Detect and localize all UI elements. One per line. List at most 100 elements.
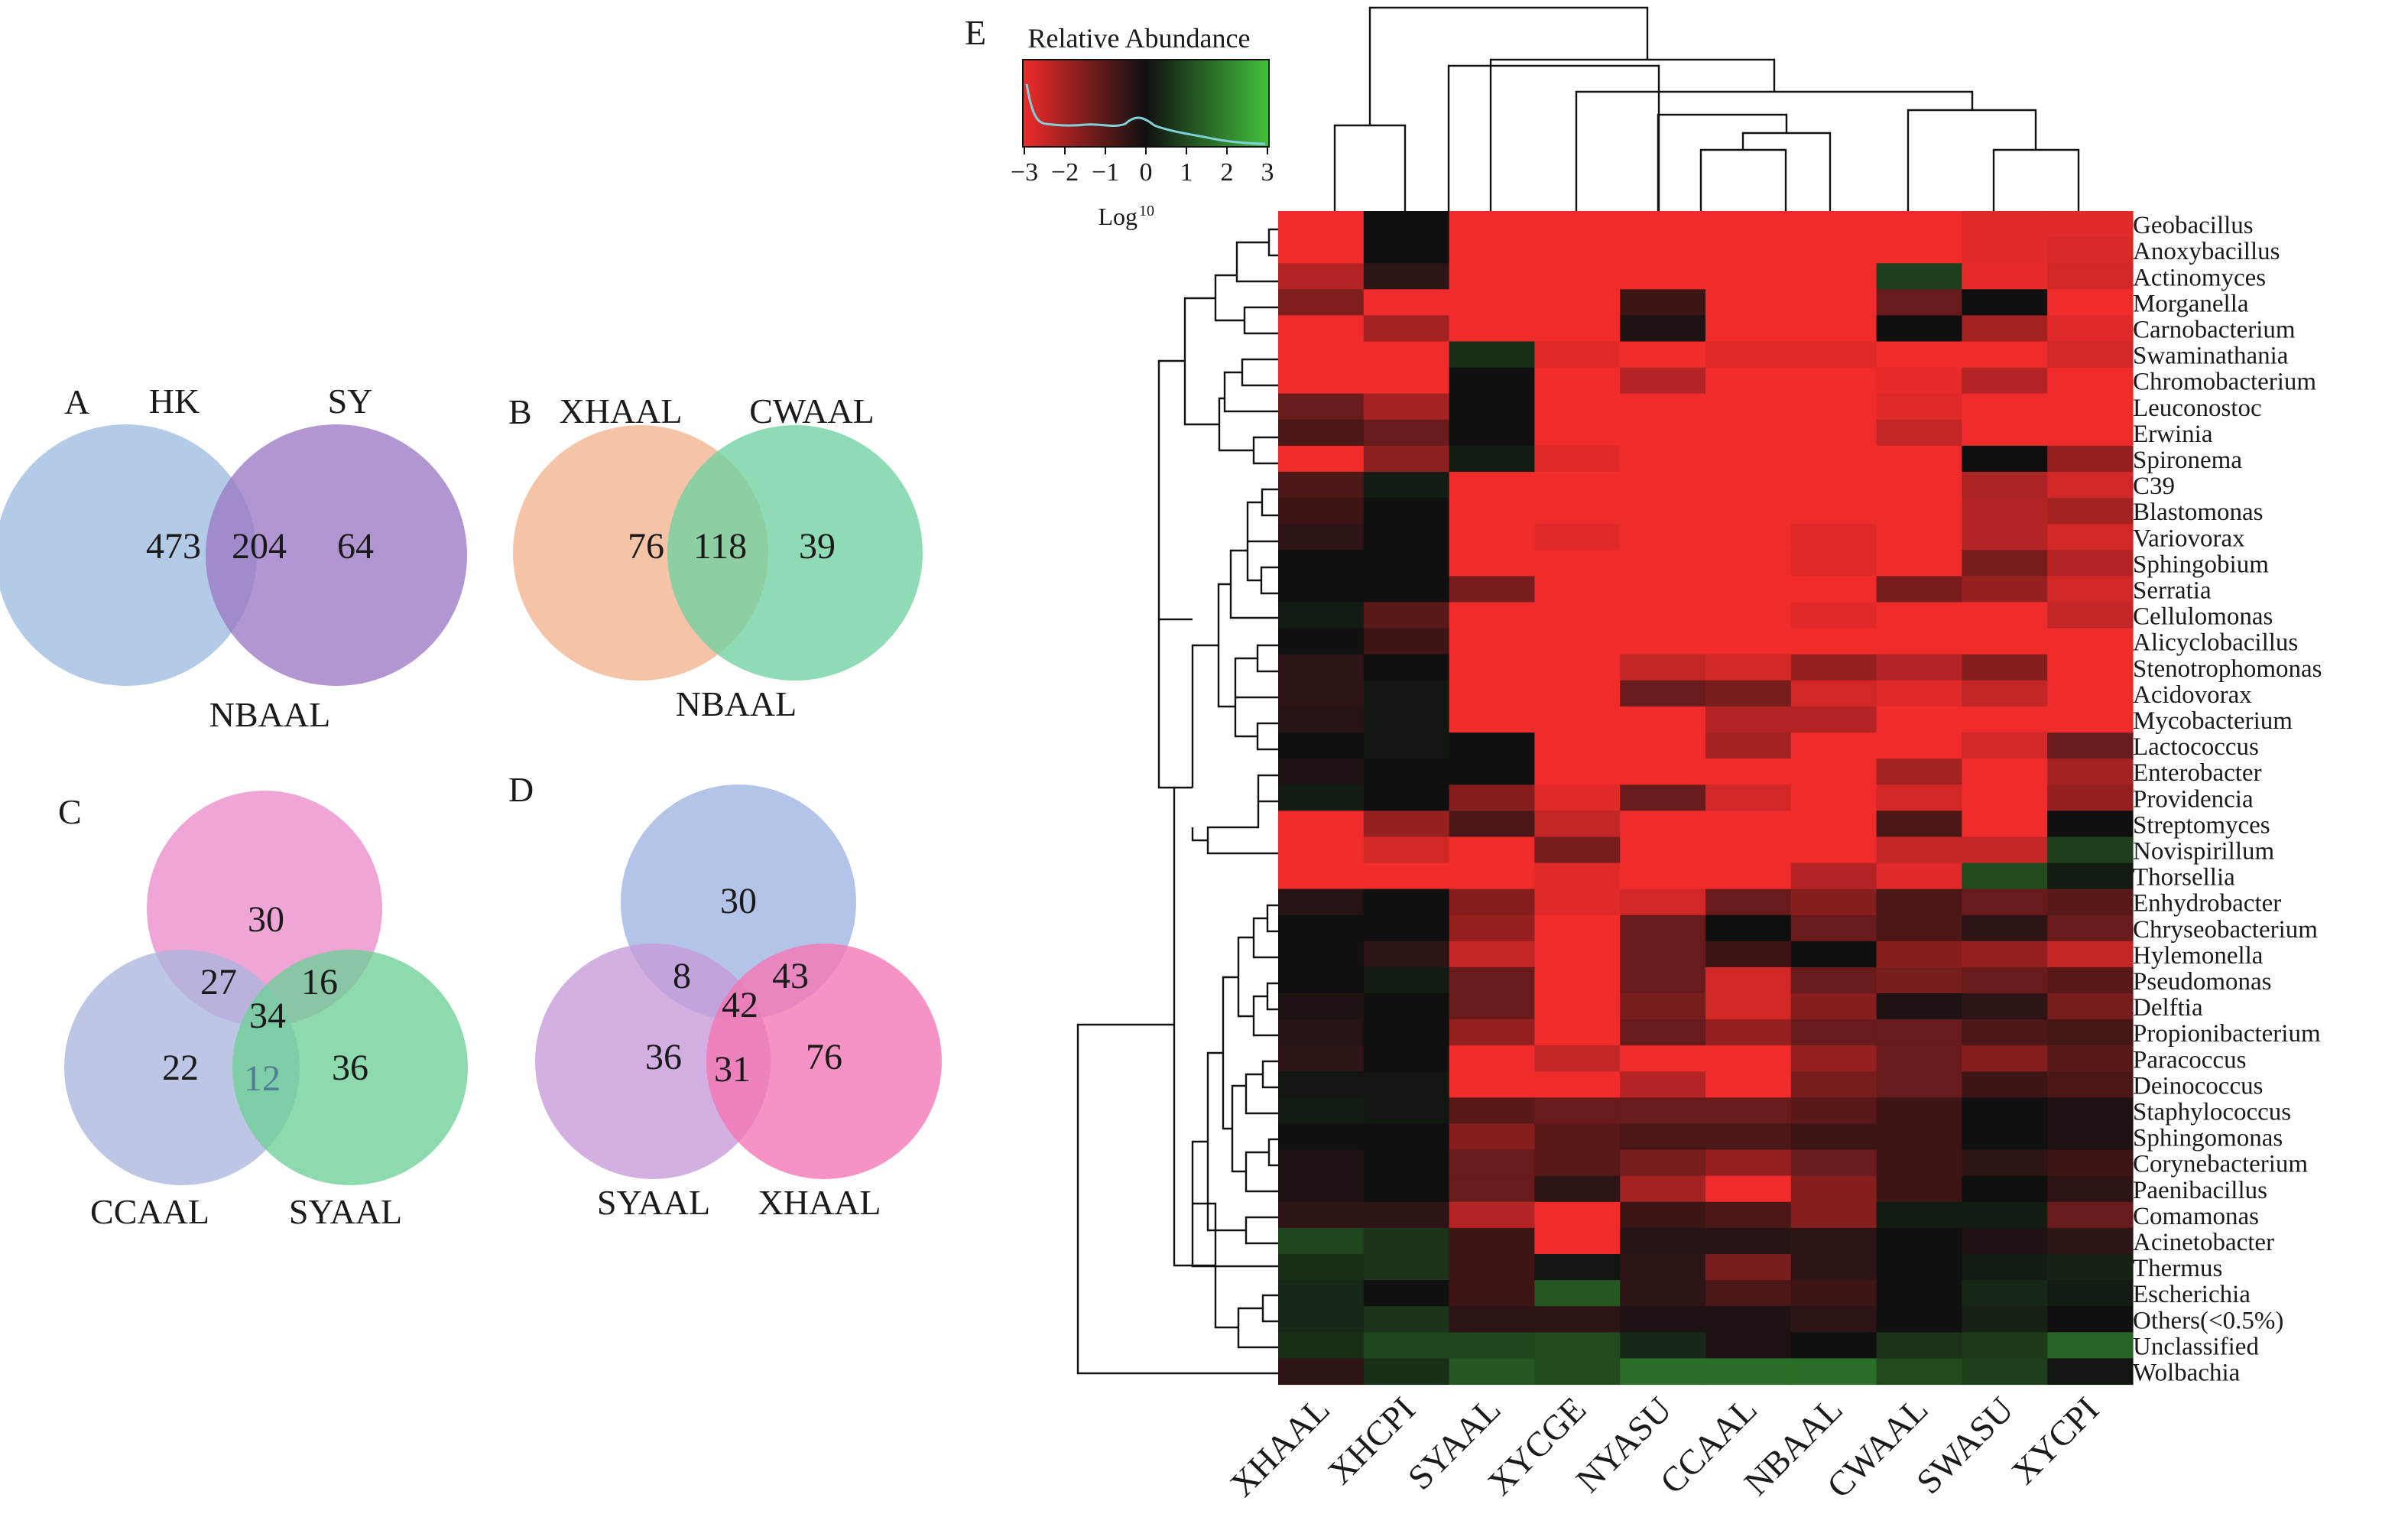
heatmap-cell bbox=[1449, 419, 1535, 447]
heatmap-cell bbox=[1962, 654, 2048, 681]
heatmap-cell bbox=[1790, 628, 1877, 655]
heatmap-cell bbox=[1876, 211, 1962, 238]
panel-a-letter: A bbox=[64, 382, 89, 421]
heatmap-cell bbox=[1876, 524, 1962, 551]
heatmap-cell bbox=[1534, 341, 1621, 369]
row-label: Hylemonella bbox=[2133, 942, 2264, 970]
heatmap-cell bbox=[1620, 967, 1706, 994]
heatmap-cell bbox=[1449, 315, 1535, 343]
heatmap-cell bbox=[1620, 1254, 1706, 1281]
heatmap-cell bbox=[1534, 733, 1621, 759]
heatmap-cell bbox=[1620, 237, 1706, 264]
heatmap-cell bbox=[1790, 733, 1877, 759]
panel-c-letter: C bbox=[58, 792, 82, 831]
heatmap-cell bbox=[1278, 1019, 1365, 1046]
heatmap-cell bbox=[2047, 1201, 2134, 1229]
heatmap-cell bbox=[1876, 1254, 1962, 1281]
heatmap-cell bbox=[1876, 1201, 1962, 1229]
heatmap-cell bbox=[1534, 472, 1621, 499]
heatmap-cell bbox=[1363, 472, 1450, 499]
heatmap-cell bbox=[1449, 654, 1535, 681]
heatmap-cell bbox=[1534, 263, 1621, 290]
heatmap-cell bbox=[1790, 315, 1877, 343]
heatmap-cell bbox=[1962, 1358, 2048, 1386]
venn-panel-c: C 30 27 16 34 22 12 36 CCAAL SYAAL bbox=[58, 791, 468, 1231]
legend-title: Relative Abundance bbox=[1028, 23, 1251, 54]
heatmap-cell bbox=[2047, 1175, 2134, 1203]
heatmap-cell bbox=[1620, 1227, 1706, 1255]
heatmap-cell bbox=[1962, 680, 2048, 707]
row-label: Comamonas bbox=[2133, 1203, 2259, 1230]
venn-a-set-hk: HK bbox=[149, 382, 200, 421]
row-label: Swaminathania bbox=[2133, 343, 2289, 370]
heatmap-cell bbox=[1534, 524, 1621, 551]
heatmap-cell bbox=[1962, 733, 2048, 759]
heatmap-cell bbox=[1363, 550, 1450, 577]
heatmap-cell bbox=[1705, 524, 1792, 551]
venn-b-cwaal-circle bbox=[667, 425, 923, 681]
venn-c-count-top-left: 27 bbox=[200, 962, 237, 1002]
heatmap-cell bbox=[1790, 941, 1877, 968]
heatmap-cell bbox=[1705, 706, 1792, 733]
heatmap-cell bbox=[1363, 1123, 1450, 1151]
heatmap-cell bbox=[2047, 524, 2134, 551]
heatmap-cell bbox=[1620, 1097, 1706, 1125]
heatmap-cell bbox=[1962, 1071, 2048, 1098]
heatmap-cell bbox=[1363, 1045, 1450, 1072]
heatmap-cell bbox=[1962, 785, 2048, 811]
heatmap-cell bbox=[1876, 889, 1962, 916]
heatmap-cell bbox=[1705, 1097, 1792, 1125]
heatmap-cell bbox=[1449, 811, 1535, 837]
heatmap-cell bbox=[1363, 915, 1450, 942]
heatmap-cell bbox=[1962, 706, 2048, 733]
heatmap-cell bbox=[1705, 1045, 1792, 1072]
venn-b-set-xhaal: XHAAL bbox=[560, 391, 683, 430]
heatmap-cell bbox=[1790, 759, 1877, 785]
row-label: Staphylococcus bbox=[2133, 1099, 2291, 1126]
venn-a-hk-circle bbox=[0, 424, 257, 686]
heatmap-cell bbox=[2047, 1227, 2134, 1255]
venn-d-set-xhaal: XHAAL bbox=[758, 1183, 881, 1222]
heatmap-cell bbox=[1876, 967, 1962, 994]
heatmap-cell bbox=[1278, 315, 1365, 343]
heatmap-cell bbox=[1962, 1306, 2048, 1333]
heatmap-cell bbox=[1962, 1123, 2048, 1151]
legend-xlabel-superscript: 10 bbox=[1139, 203, 1154, 219]
venn-d-count-center: 42 bbox=[722, 985, 758, 1025]
heatmap-cell bbox=[1620, 1280, 1706, 1307]
heatmap-cell bbox=[1363, 706, 1450, 733]
heatmap-cell bbox=[1449, 1254, 1535, 1281]
heatmap-cell bbox=[1620, 993, 1706, 1020]
heatmap-cell bbox=[1705, 237, 1792, 264]
heatmap-cell bbox=[1876, 1045, 1962, 1072]
heatmap-cell bbox=[1534, 889, 1621, 916]
heatmap-cell bbox=[1962, 1045, 2048, 1072]
heatmap-cell bbox=[1620, 654, 1706, 681]
heatmap-cell bbox=[1962, 915, 2048, 942]
heatmap-cell bbox=[1278, 341, 1365, 369]
heatmap-cell bbox=[1790, 498, 1877, 525]
row-label: Others(<0.5%) bbox=[2133, 1307, 2283, 1334]
heatmap-cell bbox=[2047, 1332, 2134, 1359]
heatmap-cell bbox=[1705, 1332, 1792, 1359]
heatmap-cell bbox=[1278, 393, 1365, 421]
heatmap-cell bbox=[1534, 680, 1621, 707]
heatmap-cell bbox=[1449, 393, 1535, 421]
row-label: Paenibacillus bbox=[2133, 1177, 2267, 1204]
heatmap-cell bbox=[1790, 1201, 1877, 1229]
heatmap-cell bbox=[1620, 811, 1706, 837]
heatmap-cell bbox=[1790, 1332, 1877, 1359]
heatmap-cell bbox=[1790, 680, 1877, 707]
venn-d-set-syaal: SYAAL bbox=[597, 1183, 710, 1222]
heatmap-cell bbox=[1876, 654, 1962, 681]
heatmap-cell bbox=[1962, 941, 2048, 968]
heatmap-cell bbox=[2047, 654, 2134, 681]
heatmap-cell bbox=[1449, 498, 1535, 525]
heatmap-cell bbox=[1876, 237, 1962, 264]
venn-a-set-sy: SY bbox=[328, 382, 373, 421]
heatmap-cell bbox=[1620, 680, 1706, 707]
heatmap-cell bbox=[1790, 1097, 1877, 1125]
heatmap-cell bbox=[1962, 263, 2048, 290]
heatmap-cell bbox=[2047, 1071, 2134, 1098]
heatmap-cell bbox=[1449, 1280, 1535, 1307]
